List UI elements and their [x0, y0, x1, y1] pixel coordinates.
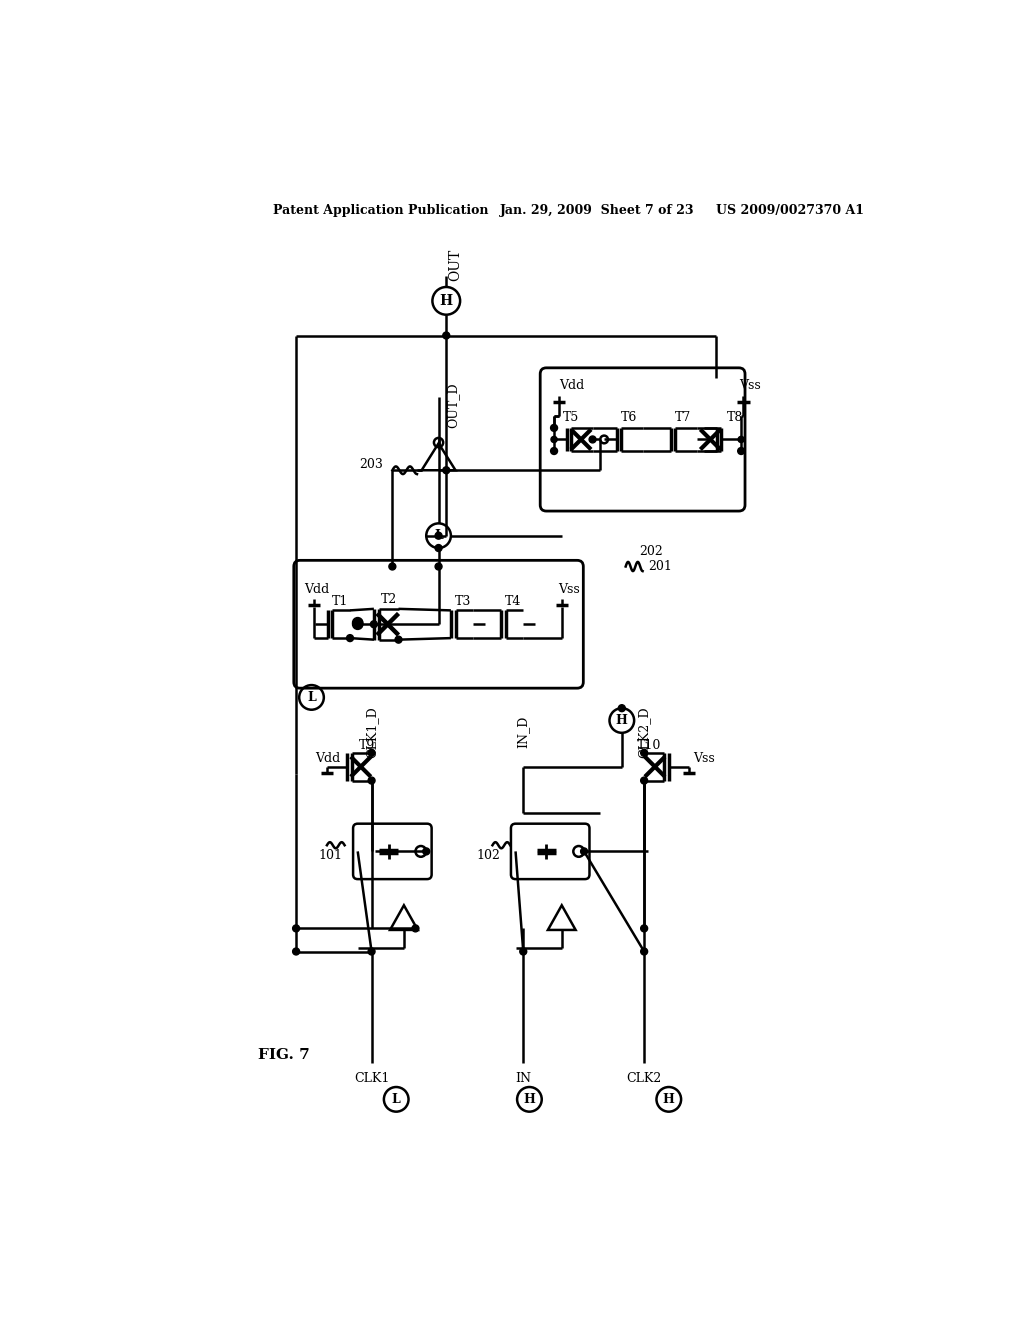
Text: T8: T8 — [727, 412, 743, 425]
Circle shape — [435, 532, 442, 539]
Text: T3: T3 — [455, 594, 471, 607]
Text: 203: 203 — [359, 458, 383, 471]
Circle shape — [346, 635, 353, 642]
Text: Vss: Vss — [558, 583, 580, 597]
Text: CLK2: CLK2 — [627, 1072, 662, 1085]
Circle shape — [551, 447, 557, 454]
Text: 201: 201 — [648, 560, 672, 573]
Circle shape — [589, 436, 596, 444]
Text: Jan. 29, 2009  Sheet 7 of 23: Jan. 29, 2009 Sheet 7 of 23 — [500, 205, 694, 218]
Text: T9: T9 — [358, 739, 375, 751]
Text: CLK1: CLK1 — [354, 1072, 389, 1085]
Text: L: L — [307, 690, 315, 704]
Circle shape — [293, 948, 300, 954]
Text: FIG. 7: FIG. 7 — [258, 1048, 309, 1063]
Circle shape — [368, 777, 375, 784]
Text: T7: T7 — [675, 412, 691, 425]
Text: H: H — [663, 1093, 675, 1106]
Text: Vdd: Vdd — [315, 752, 341, 766]
Circle shape — [435, 564, 442, 570]
Circle shape — [435, 545, 442, 552]
Circle shape — [641, 948, 647, 954]
Text: 102: 102 — [476, 849, 500, 862]
Circle shape — [551, 425, 557, 432]
Text: Vdd: Vdd — [304, 583, 329, 597]
Text: OUT: OUT — [449, 248, 463, 281]
Circle shape — [581, 847, 588, 855]
Text: T4: T4 — [505, 594, 521, 607]
Circle shape — [389, 564, 396, 570]
Text: T5: T5 — [563, 412, 580, 425]
Circle shape — [442, 333, 450, 339]
Text: Vdd: Vdd — [559, 379, 584, 392]
Circle shape — [293, 925, 300, 932]
Text: 101: 101 — [318, 849, 342, 862]
Text: T2: T2 — [380, 593, 396, 606]
Circle shape — [520, 948, 526, 954]
Circle shape — [412, 925, 419, 932]
Text: T6: T6 — [621, 412, 637, 425]
Text: T1: T1 — [332, 594, 348, 607]
Text: Vss: Vss — [692, 752, 715, 766]
Text: IN_D: IN_D — [517, 715, 529, 748]
Circle shape — [368, 948, 375, 954]
Circle shape — [368, 750, 375, 756]
Text: US 2009/0027370 A1: US 2009/0027370 A1 — [716, 205, 864, 218]
Text: H: H — [439, 294, 453, 308]
Circle shape — [371, 620, 378, 628]
Circle shape — [551, 437, 557, 442]
Text: Vss: Vss — [739, 379, 761, 392]
Text: L: L — [392, 1093, 400, 1106]
Text: 202: 202 — [639, 545, 663, 557]
Circle shape — [618, 705, 626, 711]
Text: IN: IN — [515, 1072, 531, 1085]
Text: OUT_D: OUT_D — [446, 381, 459, 428]
Text: T10: T10 — [637, 739, 660, 751]
Circle shape — [423, 847, 430, 855]
Circle shape — [354, 620, 361, 628]
Circle shape — [641, 750, 647, 756]
Circle shape — [641, 925, 647, 932]
Text: Patent Application Publication: Patent Application Publication — [273, 205, 488, 218]
Circle shape — [641, 777, 647, 784]
Text: CLK1_D: CLK1_D — [366, 706, 378, 758]
Circle shape — [737, 447, 744, 454]
Circle shape — [442, 467, 450, 474]
Text: H: H — [523, 1093, 536, 1106]
Text: H: H — [615, 714, 628, 727]
Text: CLK2_D: CLK2_D — [638, 706, 650, 758]
Text: L: L — [434, 529, 443, 543]
Circle shape — [395, 636, 402, 643]
Circle shape — [738, 437, 744, 442]
